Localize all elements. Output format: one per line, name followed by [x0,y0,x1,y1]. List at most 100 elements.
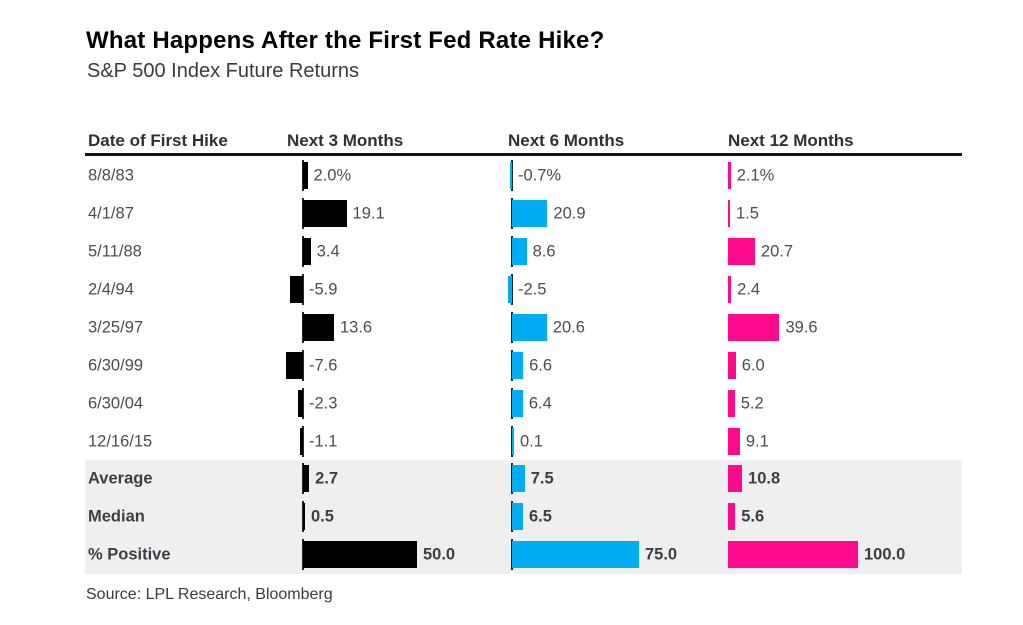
column-header-3-months: Next 3 Months [287,131,404,150]
value-label: 50.0 [423,545,456,564]
value-label: -5.9 [309,280,338,299]
value-label: 9.1 [745,432,769,451]
value-label: 20.7 [760,242,794,261]
bar-6-months [512,465,525,492]
bar-12-months [728,238,755,265]
date-label: 5/11/88 [88,242,142,261]
bar-6-months [512,503,523,530]
value-label: 13.6 [340,318,373,337]
value-label: 10.8 [748,469,781,488]
date-label: 6/30/99 [88,356,144,375]
table-row: 12/16/15 -1.1 0.1 9.1 [0,423,1023,461]
value-label: 8.6 [532,242,556,261]
value-label: 6.5 [529,507,552,526]
date-label: 3/25/97 [88,318,144,337]
chart-subtitle: S&P 500 Index Future Returns [87,60,360,82]
axis-tick [302,350,304,381]
header-rule [85,153,962,156]
table-row: 6/30/04 -2.3 6.4 5.2 [0,385,1023,423]
bar-3-months [303,503,305,530]
bar-12-months [728,162,731,189]
value-label: 75.0 [645,545,678,564]
value-label: 19.1 [352,204,385,223]
value-label: 2.4 [737,280,761,299]
value-label: 100.0 [864,545,906,564]
value-label: 6.6 [529,356,553,375]
bar-12-months [728,428,740,455]
table-row: 8/8/83 2.0% -0.7% 2.1% [0,157,1023,195]
bar-12-months [728,541,858,568]
summary-row: Median 0.5 6.5 5.6 [0,498,1023,536]
value-label: -2.3 [309,394,338,413]
bar-3-months [303,314,334,341]
bar-12-months [728,200,730,227]
value-label: 39.6 [785,318,818,337]
axis-tick [511,274,513,305]
bar-3-months [303,541,417,568]
value-label: 5.6 [741,507,765,526]
summary-row-label: Average [88,469,153,488]
bar-12-months [728,465,743,492]
table-row: 4/1/87 19.1 20.9 1.5 [0,195,1023,233]
date-label: 6/30/04 [88,394,144,413]
date-label: 2/4/94 [88,280,134,299]
column-header-12-months: Next 12 Months [728,131,854,150]
bar-12-months [728,352,736,379]
value-label: 6.4 [528,394,552,413]
value-label: -0.7% [518,166,562,185]
bar-6-months [512,314,547,341]
bar-6-months [507,276,512,303]
bar-3-months [303,238,311,265]
value-label: 0.5 [311,507,334,526]
bar-3-months [300,428,303,455]
bar-6-months [512,352,524,379]
axis-tick [511,160,513,191]
date-label: 8/8/83 [88,166,134,185]
date-label: 4/1/87 [88,204,134,223]
value-label: 20.9 [553,204,586,223]
bar-3-months [289,276,303,303]
value-label: 7.5 [530,469,554,488]
value-label: -2.5 [518,280,547,299]
summary-row-label: Median [88,507,145,526]
bar-12-months [728,276,732,303]
bar-12-months [728,503,736,530]
value-label: 1.5 [736,204,759,223]
bar-3-months [297,390,303,417]
date-label: 12/16/15 [88,432,153,451]
bar-3-months [303,162,308,189]
bar-12-months [728,390,735,417]
bar-3-months [303,200,347,227]
table-row: 5/11/88 3.4 8.6 20.7 [0,233,1023,271]
value-label: 3.4 [316,242,340,261]
value-label: 2.1% [736,166,775,185]
value-label: 6.0 [741,356,765,375]
axis-tick [302,426,304,457]
table-row: 3/25/97 13.6 20.6 39.6 [0,309,1023,347]
chart-title: What Happens After the First Fed Rate Hi… [86,27,605,54]
bar-6-months [510,162,512,189]
column-header-date: Date of First Hike [88,131,228,150]
axis-tick [302,388,304,419]
bar-3-months [303,465,310,492]
bar-12-months [728,314,780,341]
value-label: 5.2 [740,394,764,413]
value-label: 0.1 [520,432,543,451]
bar-6-months [512,541,639,568]
value-label: 20.6 [552,318,585,337]
axis-tick [302,274,304,305]
bar-6-months [512,390,523,417]
column-header-6-months: Next 6 Months [508,131,625,150]
table-row: 6/30/99 -7.6 6.6 6.0 [0,347,1023,385]
bar-6-months [512,200,548,227]
summary-row-label: % Positive [88,545,171,564]
value-label: 2.7 [315,469,339,488]
value-label: -7.6 [309,356,338,375]
source-note: Source: LPL Research, Bloomberg [86,586,333,603]
value-label: -1.1 [309,432,338,451]
table-row: 2/4/94 -5.9 -2.5 2.4 [0,271,1023,309]
bar-6-months [512,428,514,455]
bar-6-months [512,238,527,265]
value-label: 2.0% [313,166,352,185]
